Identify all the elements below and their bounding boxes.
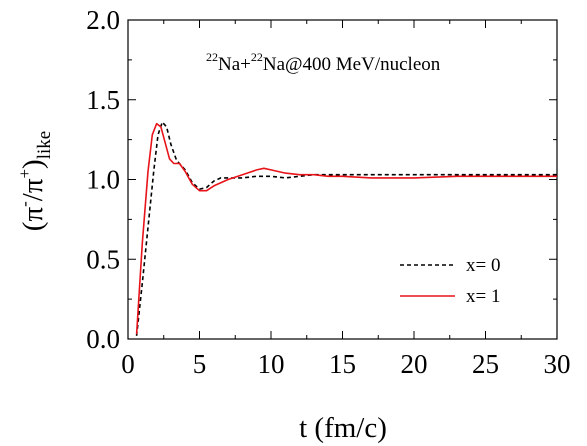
annotation-mass-1: 22 [206, 50, 218, 64]
annotation-nucleus-2: Na@400 MeV/nucleon [263, 54, 441, 75]
y-title-subscript: like [34, 131, 55, 160]
annotation-mass-2: 22 [251, 50, 263, 64]
y-title-mid: /π [17, 178, 49, 201]
legend: x= 0 x= 1 [400, 255, 500, 307]
y-tick-label: 2.0 [86, 5, 120, 35]
x-axis-ticks: 0 5 10 15 20 25 30 [121, 20, 571, 379]
y-title-close: ) [17, 159, 49, 169]
y-tick-label: 0.0 [86, 324, 120, 354]
x-tick-label: 30 [544, 349, 571, 379]
series-line-x1 [135, 122, 557, 335]
y-axis-title: (π-/π+)like [15, 131, 55, 231]
x-tick-label: 15 [329, 349, 356, 379]
x-tick-label: 5 [193, 349, 207, 379]
y-title-open: (π [17, 207, 49, 232]
y-axis-ticks: 0.0 0.5 1.0 1.5 2.0 [86, 5, 557, 354]
y-title-sup-plus: + [15, 169, 34, 179]
annotation-nucleus-1: Na+ [218, 54, 251, 75]
series-layer [135, 121, 557, 336]
y-tick-label: 0.5 [86, 244, 120, 274]
legend-label-x1: x= 1 [466, 286, 500, 307]
collision-annotation: 22Na+22Na@400 MeV/nucleon [206, 50, 441, 75]
x-tick-label: 20 [401, 349, 428, 379]
x-tick-label: 0 [121, 349, 135, 379]
y-title-sup-minus: - [15, 201, 34, 207]
y-tick-label: 1.0 [86, 165, 120, 195]
x-tick-label: 25 [472, 349, 499, 379]
y-tick-label: 1.5 [86, 85, 120, 115]
x-axis-title: t (fm/c) [299, 412, 387, 444]
x-tick-label: 10 [258, 349, 285, 379]
legend-label-x0: x= 0 [466, 255, 500, 276]
